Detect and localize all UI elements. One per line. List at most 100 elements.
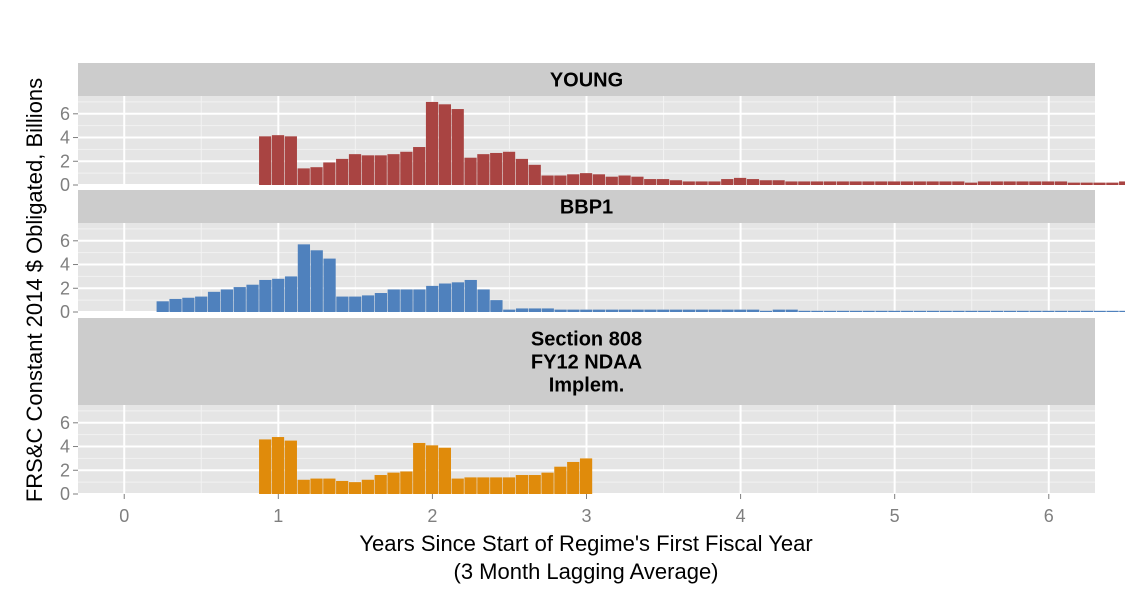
bar (502, 151, 516, 185)
bar (849, 310, 862, 312)
bar (387, 472, 400, 494)
x-tick-label: 0 (119, 506, 129, 526)
bar (618, 175, 631, 185)
bar (901, 310, 914, 312)
bar (438, 104, 451, 185)
bar (477, 477, 490, 494)
bar (426, 285, 439, 312)
bar (515, 158, 529, 185)
bar (965, 310, 978, 312)
bar (272, 278, 285, 312)
bar (862, 181, 875, 185)
bar (862, 310, 875, 312)
bar (361, 295, 375, 312)
panel-title-line: FY12 NDAA (531, 352, 642, 374)
bar (348, 482, 362, 494)
bar (1093, 310, 1106, 312)
bar (811, 310, 824, 312)
y-tick-label: 4 (60, 255, 70, 275)
bar (528, 308, 542, 312)
bar (541, 308, 554, 312)
bar (541, 472, 554, 494)
bar (888, 310, 901, 312)
x-axis: 0 1 2 3 4 5 6 (119, 494, 1054, 526)
bar (438, 447, 451, 494)
x-tick-label: 5 (890, 506, 900, 526)
bar (836, 181, 849, 185)
y-tick-label: 0 (60, 302, 70, 322)
bar (875, 310, 888, 312)
bar (567, 309, 580, 312)
bar (592, 174, 606, 185)
bar (271, 437, 285, 494)
bar (721, 309, 734, 312)
bar (271, 135, 285, 185)
x-tick-label: 4 (736, 506, 746, 526)
bar (888, 181, 901, 185)
bar (400, 289, 413, 312)
bar (644, 309, 657, 312)
y-tick-label: 2 (60, 151, 70, 171)
bar (772, 309, 785, 312)
bar (348, 154, 362, 185)
bar (502, 477, 516, 494)
bar (1003, 181, 1016, 185)
x-tick-label: 1 (273, 506, 283, 526)
bar (836, 310, 850, 312)
bar (413, 442, 426, 494)
bar (425, 445, 439, 494)
bar (438, 283, 452, 312)
bar (207, 291, 221, 312)
panel-strip (78, 190, 1095, 223)
bar (413, 147, 426, 185)
bar (926, 181, 939, 185)
panel-title-line: Implem. (549, 375, 625, 397)
bar (580, 309, 593, 312)
panel-title-line: BBP1 (560, 197, 613, 219)
bar (1093, 182, 1106, 185)
bar (336, 480, 349, 494)
bar (541, 175, 554, 185)
x-tick-label: 6 (1044, 506, 1054, 526)
bar (939, 181, 952, 185)
bar (1080, 310, 1093, 312)
bar (669, 180, 683, 185)
bar (952, 181, 965, 185)
bar (361, 479, 374, 494)
bar (374, 475, 387, 494)
bar (952, 310, 965, 312)
bar (246, 284, 259, 312)
bar (631, 176, 644, 185)
bar (747, 309, 760, 312)
bar (785, 181, 798, 185)
y-axis-title: FRS&C Constant 2014 $ Obligated, Billion… (22, 78, 47, 502)
bar (657, 309, 670, 312)
bar (823, 181, 837, 185)
bar (682, 309, 696, 312)
bar (1106, 310, 1119, 312)
bar (297, 479, 310, 494)
bar (528, 475, 541, 494)
bar (284, 136, 297, 185)
bar (605, 176, 618, 185)
y-tick-label: 2 (60, 460, 70, 480)
bar (554, 466, 567, 494)
bar (618, 309, 631, 312)
bar (490, 477, 503, 494)
bar (567, 174, 580, 185)
y-tick-label: 6 (60, 413, 70, 433)
bar (695, 309, 708, 312)
bar (1054, 181, 1068, 185)
bar (195, 296, 208, 312)
x-axis-title-line-2: (3 Month Lagging Average) (454, 559, 719, 584)
bar (1080, 182, 1093, 185)
bar (990, 181, 1003, 185)
bar (413, 289, 426, 312)
bar (451, 478, 464, 494)
bar (425, 101, 439, 185)
bar (708, 181, 721, 185)
bar (1029, 310, 1042, 312)
y-tick-label: 0 (60, 484, 70, 504)
bar (605, 309, 619, 312)
bar (1029, 181, 1042, 185)
